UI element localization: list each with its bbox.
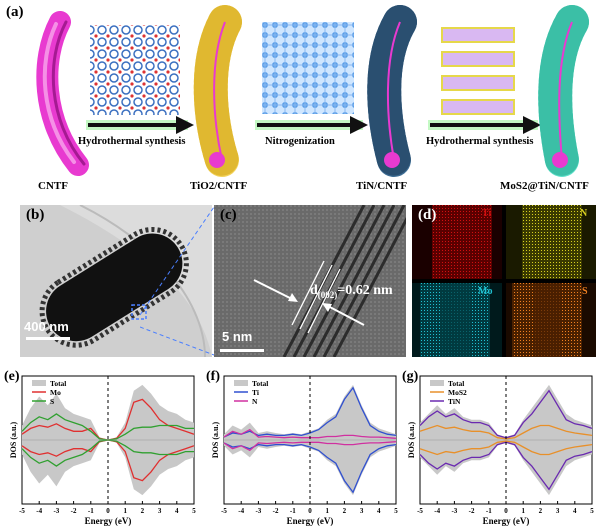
- tem-scale-bar: [26, 337, 70, 340]
- legend-entry: Ti: [252, 388, 259, 397]
- hrtem-scale-bar: [220, 349, 264, 352]
- legend-entry: Total: [448, 379, 464, 388]
- legend-entry: S: [50, 397, 54, 406]
- x-tick-label: 5: [590, 507, 594, 515]
- x-tick-label: -2: [469, 507, 475, 515]
- zoom-lines: [140, 206, 215, 356]
- tem-image: (b) 400 nm: [20, 205, 212, 357]
- mos2-layers: [441, 27, 515, 115]
- legend-entry: Total: [50, 379, 66, 388]
- step-arrow-3: [428, 116, 541, 134]
- x-tick-label: 0: [106, 507, 110, 515]
- x-tick-label: 5: [192, 507, 196, 515]
- legend-entry: MoS2: [448, 388, 467, 397]
- x-tick-label: 4: [573, 507, 577, 515]
- x-axis-label: Energy (eV): [85, 516, 132, 526]
- legend-entry: Total: [252, 379, 268, 388]
- x-tick-label: -1: [88, 507, 94, 515]
- eds-label-ti: Ti: [482, 208, 492, 219]
- eds-label-mo: Mo: [478, 286, 493, 297]
- caption-tio2-cntf: TiO2/CNTF: [190, 180, 248, 192]
- tio2-lattice: [90, 25, 180, 115]
- synthesis-scheme: [36, 5, 589, 177]
- step-label-2: Nitrogenization: [265, 136, 335, 147]
- caption-tin-cntf: TiN/CNTF: [356, 180, 408, 192]
- x-tick-label: -3: [255, 507, 261, 515]
- step-label-1: Hydrothermal synthesis: [78, 136, 186, 147]
- x-tick-label: -5: [221, 507, 227, 515]
- x-tick-label: -3: [451, 507, 457, 515]
- x-axis-label: Energy (eV): [287, 516, 334, 526]
- mos2-tin-cntf-fiber: [538, 5, 589, 177]
- tin-lattice: [262, 22, 354, 114]
- x-tick-label: 2: [141, 507, 145, 515]
- legend-entry: TiN: [448, 397, 461, 406]
- x-tick-label: -1: [290, 507, 296, 515]
- x-tick-label: -2: [71, 507, 77, 515]
- caption-mos2-tin-cntf: MoS2@TiN/CNTF: [500, 180, 589, 192]
- lattice-spacing: d(002)=0.62 nm: [310, 283, 393, 300]
- x-tick-label: -4: [36, 507, 42, 515]
- x-tick-label: -5: [417, 507, 423, 515]
- tin-cntf-fiber: [367, 5, 417, 177]
- x-tick-label: 0: [308, 507, 312, 515]
- hrtem-image: (c) d(002)=0.62 nm 5 nm: [214, 205, 406, 357]
- tio2-cntf-fiber: [193, 5, 242, 177]
- panel-d-label: (d): [418, 207, 437, 223]
- cntf-fiber: [36, 11, 89, 176]
- step-arrow-2: [255, 116, 368, 134]
- x-tick-label: 1: [521, 507, 525, 515]
- legend-swatch: [234, 380, 248, 386]
- eds-label-s: S: [582, 286, 588, 297]
- dos-panel-label: (f): [206, 369, 220, 384]
- dos-panel-label: (e): [4, 369, 20, 384]
- panel-c-label: (c): [220, 207, 237, 223]
- legend-entry: Mo: [50, 388, 61, 397]
- y-axis-label: DOS (a.u.): [407, 422, 416, 459]
- legend-swatch: [32, 380, 46, 386]
- dos-plots: -5 -4 -3 -2 -1 0 1 2 3 4 5 Energy (eV) DOS (a.u.) (e)…: [0, 362, 600, 529]
- step-arrow-1: [86, 116, 194, 134]
- x-tick-label: -4: [434, 507, 440, 515]
- x-tick-label: -5: [19, 507, 25, 515]
- legend-swatch: [430, 380, 444, 386]
- x-tick-label: 4: [175, 507, 179, 515]
- x-tick-label: -1: [486, 507, 492, 515]
- x-tick-label: 2: [539, 507, 543, 515]
- y-axis-label: DOS (a.u.): [211, 422, 220, 459]
- x-tick-label: 1: [325, 507, 329, 515]
- x-tick-label: -3: [53, 507, 59, 515]
- x-tick-label: 5: [394, 507, 398, 515]
- x-tick-label: 0: [504, 507, 508, 515]
- dos-panel-label: (g): [402, 369, 419, 384]
- panel-a-label: (a): [6, 4, 24, 20]
- x-tick-label: 3: [158, 507, 162, 515]
- x-tick-label: 3: [360, 507, 364, 515]
- x-tick-label: 3: [556, 507, 560, 515]
- tem-scale-text: 400 nm: [24, 319, 69, 334]
- x-tick-label: -4: [238, 507, 244, 515]
- x-tick-label: -2: [273, 507, 279, 515]
- y-axis-label: DOS (a.u.): [9, 422, 18, 459]
- eds-maps: (d) Ti N Mo S: [412, 205, 596, 357]
- x-tick-label: 4: [377, 507, 381, 515]
- x-tick-label: 1: [123, 507, 127, 515]
- legend-entry: N: [252, 397, 258, 406]
- hrtem-scale-text: 5 nm: [222, 329, 253, 344]
- caption-cntf: CNTF: [38, 180, 68, 192]
- x-axis-label: Energy (eV): [483, 516, 530, 526]
- eds-label-n: N: [580, 208, 588, 219]
- x-tick-label: 2: [343, 507, 347, 515]
- panel-b-label: (b): [26, 207, 45, 223]
- step-label-3: Hydrothermal synthesis: [426, 136, 534, 147]
- dos-series-line-down: [419, 440, 593, 456]
